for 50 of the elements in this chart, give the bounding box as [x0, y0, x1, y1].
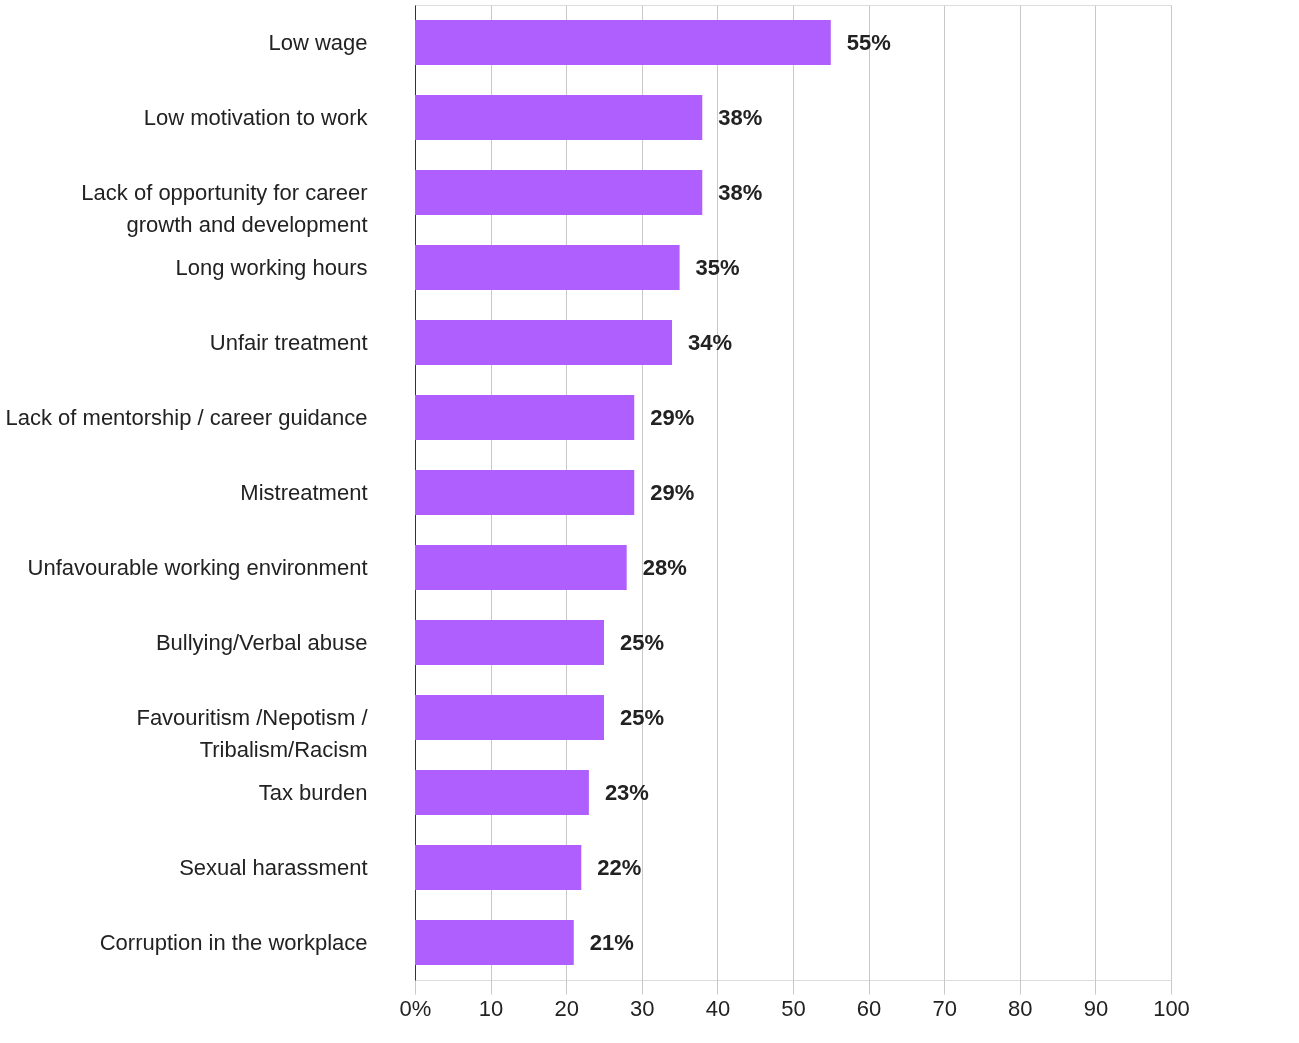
- data-label: 21%: [589, 929, 634, 955]
- x-tick-label: 70: [932, 995, 957, 1021]
- y-tick-label: Mistreatment: [240, 479, 368, 505]
- bar: [415, 845, 582, 890]
- x-tick-label: 90: [1083, 995, 1109, 1021]
- x-tick-label: 100: [1153, 995, 1190, 1021]
- bar: [415, 920, 574, 965]
- bar: [415, 620, 604, 665]
- y-tick-label: Unfair treatment: [209, 329, 368, 355]
- x-tick-label: 10: [478, 995, 504, 1021]
- bar: [415, 20, 831, 65]
- data-label: 23%: [604, 779, 649, 805]
- data-label: 25%: [620, 704, 665, 730]
- data-label: 35%: [695, 254, 740, 280]
- bar: [415, 770, 589, 815]
- data-label: 38%: [718, 104, 763, 130]
- data-label: 29%: [650, 479, 695, 505]
- bar: [415, 320, 673, 365]
- data-label: 55%: [846, 29, 891, 55]
- data-label: 29%: [650, 404, 695, 430]
- data-label: 34%: [688, 329, 733, 355]
- x-tick-label: 0%: [399, 995, 432, 1021]
- data-label: 38%: [718, 179, 763, 205]
- bar: [415, 245, 680, 290]
- data-label: 22%: [597, 854, 642, 880]
- y-tick-label: Lack of mentorship / career guidance: [5, 404, 368, 430]
- x-tick-label: 80: [1008, 995, 1033, 1021]
- x-tick-label: 60: [856, 995, 882, 1021]
- y-tick-label: Low motivation to work: [143, 104, 369, 130]
- y-tick-label: Sexual harassment: [179, 854, 368, 880]
- bar: [415, 695, 604, 740]
- y-tick-label: Unfavourable working environment: [27, 554, 368, 580]
- data-label: 25%: [620, 629, 665, 655]
- bar: [415, 170, 703, 215]
- y-tick-label: Low wage: [268, 29, 368, 55]
- data-label: 28%: [642, 554, 687, 580]
- x-tick-label: 30: [630, 995, 655, 1021]
- x-tick-label: 40: [705, 995, 731, 1021]
- bar: [415, 545, 627, 590]
- x-tick-label: 20: [554, 995, 579, 1021]
- bar: [415, 395, 635, 440]
- bar: [415, 95, 703, 140]
- y-tick-label: Corruption in the workplace: [99, 929, 368, 955]
- y-tick-label: Long working hours: [175, 254, 368, 280]
- bar: [415, 470, 635, 515]
- y-tick-label: Lack of opportunity for career growth and development: [81, 179, 368, 237]
- y-tick-label: Tax burden: [258, 779, 368, 805]
- y-tick-label: Bullying/Verbal abuse: [155, 629, 368, 655]
- x-tick-label: 50: [781, 995, 806, 1021]
- y-tick-label: Favouritism /Nepotism / Tribalism/Racism: [136, 704, 369, 762]
